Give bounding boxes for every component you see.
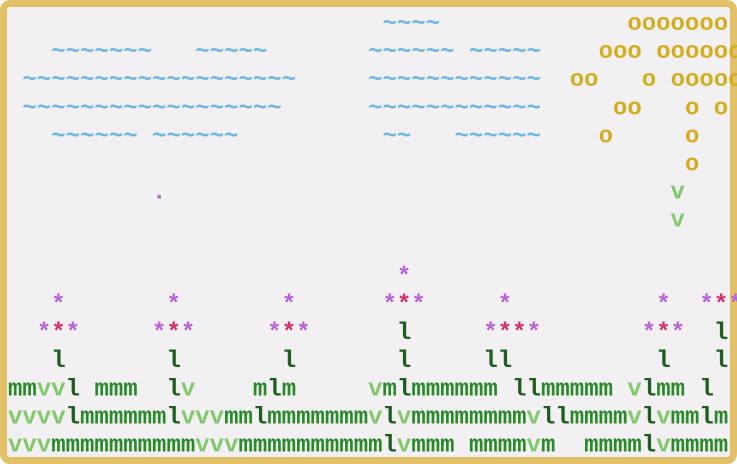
text-row: *** *** *** l **** *** l — [8, 320, 728, 347]
text-row: vvvvlmmmmmmlvvvmmlmmmmmmmvlvmmmmmmmmvllm… — [8, 405, 728, 432]
text-row: o — [8, 152, 699, 179]
text-row: ~~~~~~~ ~~~~~ ~~~~~~ ~~~~~ ooo oooooo — [8, 39, 737, 66]
text-row: . v — [8, 180, 685, 207]
text-row: ~~~~~~~~~~~~~~~~~~~ ~~~~~~~~~~~~ oo o oo… — [8, 68, 737, 95]
text-row: ~~~~~~ ~~~~~~ ~~ ~~~~~~ o o — [8, 124, 699, 151]
text-row: ~~~~ ooooooo — [8, 11, 728, 38]
text-row: vvvmmmmmmmmmmvvvmmmmmmmmmmlvmmm mmmmvm m… — [8, 433, 728, 460]
text-row: * — [8, 264, 411, 291]
text-row: v — [8, 208, 685, 235]
text-row: ~~~~~~~~~~~~~~~~~~ ~~~~~~~~~~~~ oo o o — [8, 96, 728, 123]
text-row: mmvvl mmm lv mlm vmlmmmmmm llmmmmm vlmm … — [8, 377, 714, 404]
text-row: l l l l ll l l — [8, 349, 728, 376]
text-row: * * * *** * * *** — [8, 292, 737, 319]
